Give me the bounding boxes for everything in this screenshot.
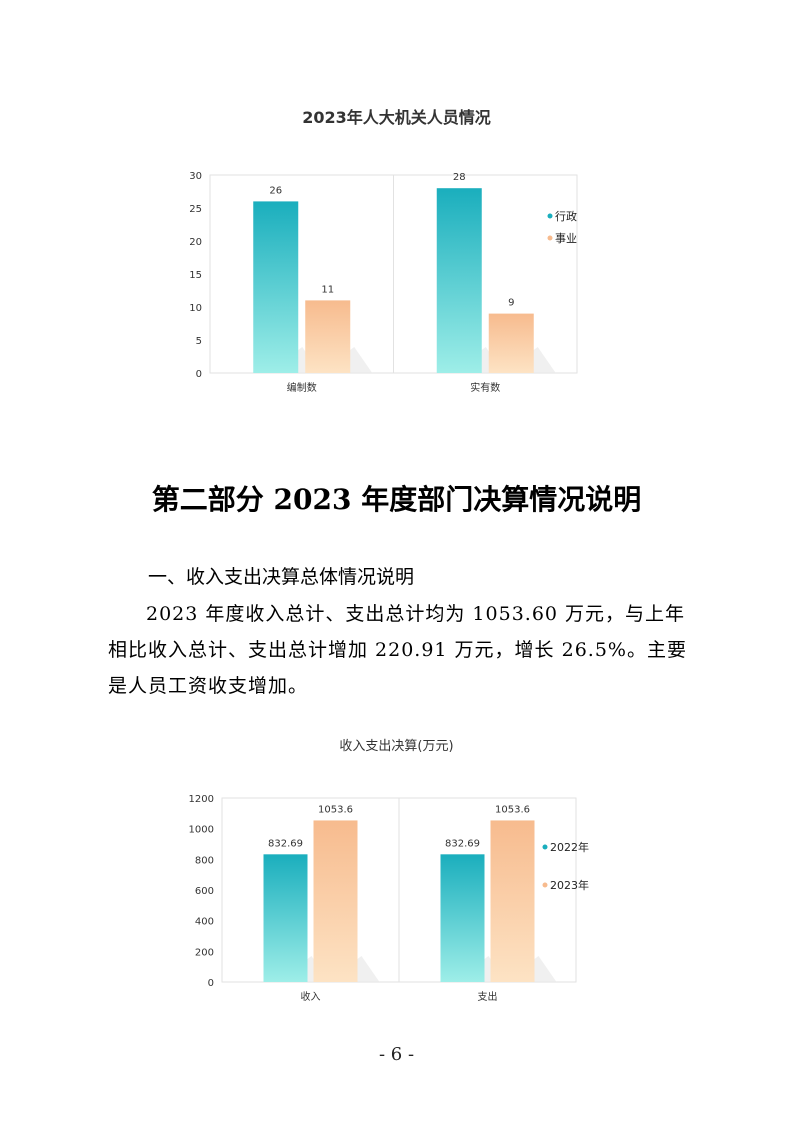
legend-marker <box>542 844 548 850</box>
y-tick-label: 1000 <box>189 825 214 836</box>
legend-marker <box>542 882 548 888</box>
legend-label: 事业 <box>555 232 577 245</box>
y-tick-label: 1200 <box>189 794 214 805</box>
data-label: 832.69 <box>445 838 480 849</box>
y-tick-label: 200 <box>195 947 214 958</box>
y-tick-label: 25 <box>189 204 202 215</box>
x-tick-label: 编制数 <box>287 381 317 394</box>
data-label: 832.69 <box>268 838 303 849</box>
bar-事业 <box>488 313 534 373</box>
y-tick-label: 0 <box>196 369 202 380</box>
body-paragraph: 2023 年度收入总计、支出总计均为 1053.60 万元，与上年相比收入总计、… <box>108 603 687 697</box>
section-title: 第二部分 2023 年度部门决算情况说明 <box>151 483 642 516</box>
bar-2023年 <box>490 820 535 982</box>
legend-marker <box>547 235 553 241</box>
legend-label: 行政 <box>555 209 577 223</box>
bar-行政 <box>253 201 299 373</box>
bar-事业 <box>305 300 351 373</box>
page-number: - 6 - <box>378 1044 415 1065</box>
data-label: 9 <box>508 298 514 309</box>
chart-income-expense: 0 200 400 600 800 1000 1200 收入 832.69 1053.6 支出 832… <box>189 794 589 1003</box>
y-tick-label: 400 <box>195 917 214 928</box>
bar-2023年 <box>313 820 358 982</box>
x-tick-label: 实有数 <box>470 381 500 394</box>
chart1-title: 2023年人大机关人员情况 <box>302 108 491 127</box>
y-tick-label: 10 <box>189 303 202 314</box>
bar-2022年 <box>263 854 308 982</box>
legend-label: 2022年 <box>550 840 589 854</box>
x-tick-label: 支出 <box>478 990 498 1003</box>
legend-label: 2023年 <box>550 878 589 892</box>
x-tick-label: 收入 <box>301 990 321 1003</box>
data-label: 1053.6 <box>318 804 353 815</box>
data-label: 26 <box>269 185 282 196</box>
bar-2022年 <box>440 854 485 982</box>
chart2-title: 收入支出决算(万元) <box>339 739 454 754</box>
y-tick-label: 800 <box>195 855 214 866</box>
data-label: 1053.6 <box>495 804 530 815</box>
y-tick-label: 20 <box>189 237 202 248</box>
data-label: 11 <box>321 284 334 295</box>
legend-marker <box>547 213 553 219</box>
data-label: 28 <box>453 172 466 183</box>
y-tick-label: 0 <box>208 978 214 989</box>
sub-heading: 一、收入支出决算总体情况说明 <box>148 566 415 588</box>
y-tick-label: 5 <box>196 336 202 347</box>
y-tick-label: 30 <box>189 171 202 182</box>
y-tick-label: 600 <box>195 886 214 897</box>
y-tick-label: 15 <box>189 270 202 281</box>
bar-行政 <box>436 188 482 373</box>
